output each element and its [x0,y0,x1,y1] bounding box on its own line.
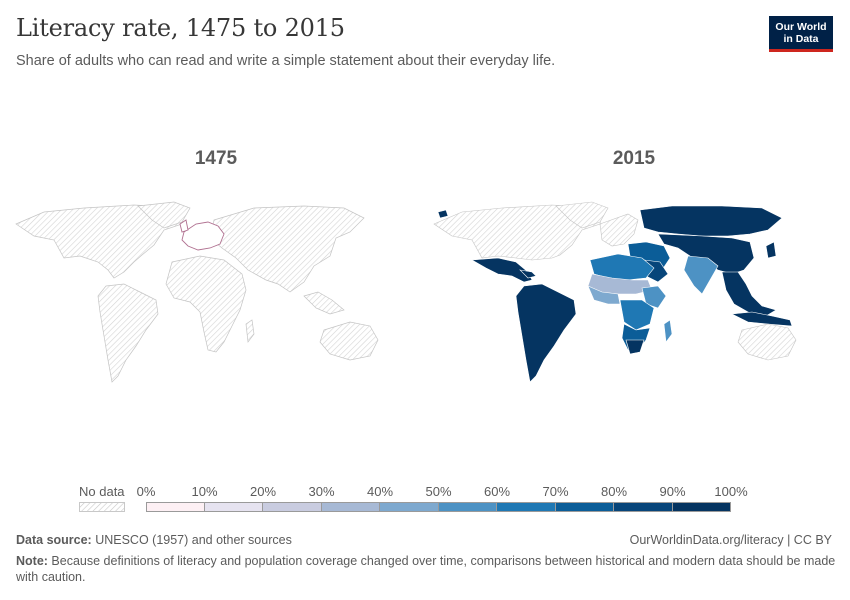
australia[interactable] [737,323,797,361]
legend-tick-label: 80% [600,484,628,499]
note-text: Because definitions of literacy and popu… [16,554,836,584]
legend-bin[interactable] [321,502,380,512]
japan[interactable] [765,241,777,259]
logo-line-1: Our World [775,21,827,33]
note-label: Note: [16,554,48,568]
data-source: Data source: UNESCO (1957) and other sou… [16,533,292,547]
north-america[interactable] [15,204,185,279]
north-america[interactable] [433,204,603,261]
map-title-1475: 1475 [194,148,238,169]
world-map-2015[interactable] [432,200,832,390]
africa[interactable] [165,255,247,353]
legend-no-data-label: No data [79,484,125,499]
australia[interactable] [319,321,379,361]
legend-tick-label: 30% [308,484,335,499]
legend-no-data-swatch[interactable] [79,502,125,512]
legend-bin[interactable] [263,502,322,512]
caribbean[interactable] [519,269,537,279]
world-map-1475[interactable] [14,200,414,390]
legend-tick-label: 50% [425,484,452,499]
uk-1475[interactable] [179,219,189,233]
legend-bin[interactable] [672,502,731,512]
southeast-asia[interactable] [303,291,345,315]
indonesia[interactable] [730,311,793,327]
east-africa[interactable] [641,285,667,309]
central-africa[interactable] [619,299,655,331]
madagascar[interactable] [663,319,673,343]
note: Note: Because definitions of literacy an… [16,553,836,585]
chart-subtitle: Share of adults who can read and write a… [16,53,556,69]
legend-bin[interactable] [204,502,263,512]
legend-tick-label: 100% [714,484,748,499]
legend-bin[interactable] [497,502,556,512]
legend-tick-label: 10% [191,484,218,499]
south-america[interactable] [97,283,159,383]
asia[interactable] [209,205,365,293]
map-title-2015: 2015 [612,148,656,169]
greenland[interactable] [137,201,191,229]
source-text: UNESCO (1957) and other sources [91,533,292,547]
legend-bin[interactable] [438,502,497,512]
legend-bin[interactable] [555,502,614,512]
south-america[interactable] [515,283,577,383]
owid-link[interactable]: OurWorldinData.org/literacy | CC BY [629,533,832,547]
chart-title: Literacy rate, 1475 to 2015 [16,14,345,42]
mexico-central-america[interactable] [471,257,533,283]
europe[interactable] [599,213,639,247]
source-label: Data source: [16,533,92,547]
south-africa[interactable] [625,339,645,355]
alaska-marker[interactable] [437,209,449,219]
madagascar[interactable] [245,319,255,343]
legend-bin[interactable] [146,502,205,512]
legend-tick-label: 0% [136,484,156,499]
legend-tick-label: 20% [249,484,277,499]
legend-tick-label: 70% [542,484,569,499]
legend-tick-label: 60% [483,484,511,499]
legend-bin[interactable] [614,502,673,512]
india[interactable] [683,255,719,295]
legend-bin[interactable] [380,502,439,512]
greenland[interactable] [555,201,609,229]
russia[interactable] [639,205,783,237]
west-africa[interactable] [587,285,621,305]
owid-logo[interactable]: Our World in Data [769,16,833,52]
europe-1475[interactable] [181,221,225,251]
southeast-asia[interactable] [721,271,777,317]
legend-tick-label: 40% [366,484,394,499]
legend-tick-label: 90% [659,484,686,499]
logo-line-2: in Data [783,33,819,45]
